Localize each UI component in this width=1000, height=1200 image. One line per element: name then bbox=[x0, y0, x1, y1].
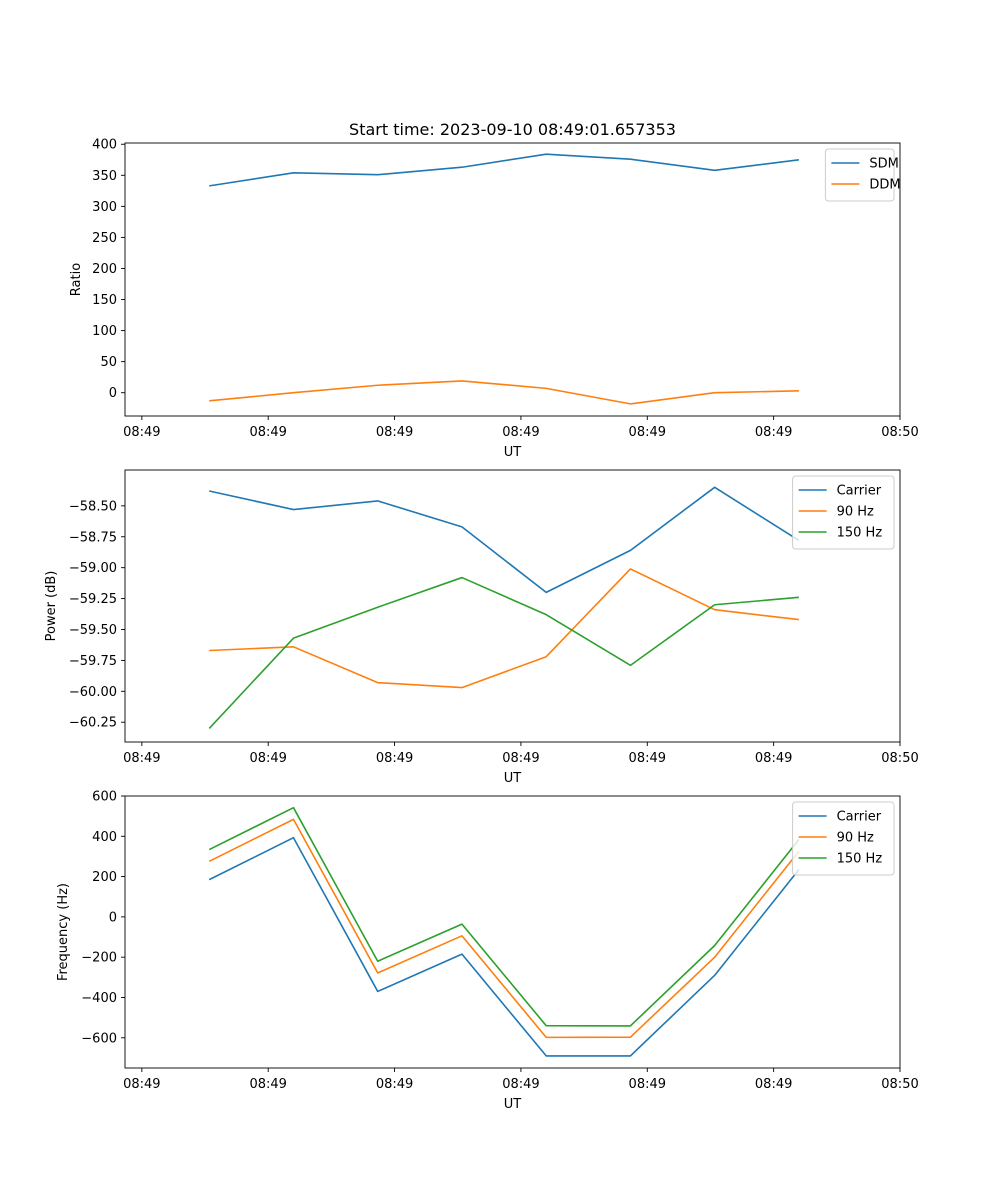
power-legend-label: Carrier bbox=[837, 484, 882, 499]
figure-title: Start time: 2023-09-10 08:49:01.657353 bbox=[349, 120, 676, 139]
power-x-tick-label: 08:49 bbox=[629, 751, 666, 766]
frequency-legend-label: 150 Hz bbox=[837, 852, 883, 867]
ratio-y-axis-label: Ratio bbox=[69, 263, 84, 296]
frequency-x-tick-label: 08:49 bbox=[376, 1077, 413, 1092]
power-y-tick-label: −59.75 bbox=[69, 654, 117, 669]
power-y-tick-label: −58.50 bbox=[69, 499, 117, 514]
ratio-series-line-sdm bbox=[209, 153, 800, 187]
frequency-y-tick-label: 600 bbox=[92, 790, 117, 805]
power-series-line-90-hz bbox=[209, 568, 800, 689]
frequency-y-tick-label: 200 bbox=[92, 870, 117, 885]
frequency-series-line-90-hz bbox=[208, 818, 800, 1039]
frequency-series-line-carrier bbox=[208, 836, 800, 1057]
power-y-tick-label: −59.50 bbox=[69, 623, 117, 638]
power-legend-label: 150 Hz bbox=[837, 526, 883, 541]
ratio-y-tick-label: 400 bbox=[92, 138, 117, 153]
power-y-tick-label: −60.25 bbox=[69, 716, 117, 731]
power-y-axis-label: Power (dB) bbox=[44, 571, 59, 642]
ratio-x-axis-label: UT bbox=[504, 445, 522, 460]
power-axes-frame bbox=[124, 469, 901, 743]
power-x-tick-label: 08:49 bbox=[249, 751, 286, 766]
power-y-tick-label: −59.25 bbox=[69, 592, 117, 607]
ratio-y-tick-label: 0 bbox=[109, 386, 117, 401]
ratio-y-tick-label: 300 bbox=[92, 200, 117, 215]
ratio-y-tick-label: 350 bbox=[92, 169, 117, 184]
ratio-x-tick-label: 08:49 bbox=[629, 425, 666, 440]
frequency-chart: 08:49 08:49 08:49 08:49 08:49 08:49 08:50 −600 −… bbox=[56, 790, 919, 1113]
power-y-tick-label: −58.75 bbox=[69, 530, 117, 545]
frequency-x-tick-label: 08:49 bbox=[629, 1077, 666, 1092]
frequency-y-tick-label: −200 bbox=[81, 951, 117, 966]
ratio-x-tick-label: 08:49 bbox=[123, 425, 160, 440]
ratio-series-line-ddm bbox=[209, 380, 799, 405]
power-series-line-150-hz bbox=[208, 576, 799, 729]
frequency-axes-frame bbox=[124, 795, 901, 1069]
power-legend-box bbox=[792, 475, 895, 550]
ratio-y-tick-label: 100 bbox=[92, 324, 117, 339]
frequency-y-tick-label: −400 bbox=[81, 991, 117, 1006]
power-x-tick-label: 08:49 bbox=[376, 751, 413, 766]
ratio-y-tick-label: 150 bbox=[92, 293, 117, 308]
power-x-tick-label: 08:49 bbox=[755, 751, 792, 766]
frequency-legend-label: Carrier bbox=[837, 810, 882, 825]
ratio-x-tick-label: 08:49 bbox=[249, 425, 286, 440]
frequency-legend-label: 90 Hz bbox=[837, 831, 874, 846]
frequency-y-tick-label: 0 bbox=[109, 910, 117, 925]
power-x-axis-label: UT bbox=[504, 771, 522, 786]
power-x-tick-label: 08:50 bbox=[881, 751, 918, 766]
frequency-x-tick-label: 08:49 bbox=[755, 1077, 792, 1092]
frequency-x-axis-label: UT bbox=[504, 1097, 522, 1112]
ratio-y-tick-label: 200 bbox=[92, 262, 117, 277]
ratio-y-tick-label: 50 bbox=[100, 355, 117, 370]
ratio-x-tick-label: 08:49 bbox=[502, 425, 539, 440]
power-legend-label: 90 Hz bbox=[837, 505, 874, 520]
power-y-tick-label: −60.00 bbox=[69, 685, 117, 700]
power-chart: 08:49 08:49 08:49 08:49 08:49 08:49 08:50 −60.2… bbox=[44, 469, 919, 786]
ratio-chart: 08:49 08:49 08:49 08:49 08:49 08:49 08:50 0 50 10… bbox=[69, 138, 919, 460]
frequency-y-tick-label: −600 bbox=[81, 1031, 117, 1046]
frequency-y-tick-label: 400 bbox=[92, 830, 117, 845]
frequency-y-axis-label: Frequency (Hz) bbox=[56, 883, 71, 981]
power-x-tick-label: 08:49 bbox=[502, 751, 539, 766]
frequency-x-tick-label: 08:49 bbox=[249, 1077, 286, 1092]
frequency-x-tick-label: 08:49 bbox=[123, 1077, 160, 1092]
ratio-y-tick-label: 250 bbox=[92, 231, 117, 246]
ratio-x-tick-label: 08:50 bbox=[881, 425, 918, 440]
ratio-x-tick-label: 08:49 bbox=[755, 425, 792, 440]
frequency-x-tick-label: 08:50 bbox=[881, 1077, 918, 1092]
power-series-line-carrier bbox=[209, 486, 800, 594]
ratio-axes-frame bbox=[124, 142, 901, 417]
power-x-tick-label: 08:49 bbox=[123, 751, 160, 766]
ratio-x-tick-label: 08:49 bbox=[376, 425, 413, 440]
frequency-x-tick-label: 08:49 bbox=[502, 1077, 539, 1092]
frequency-series-line-150-hz bbox=[208, 806, 800, 1027]
ratio-legend-box bbox=[824, 148, 895, 202]
power-y-tick-label: −59.00 bbox=[69, 561, 117, 576]
ratio-legend-label: DDM bbox=[869, 178, 900, 193]
frequency-legend-box bbox=[792, 801, 895, 876]
ratio-legend-label: SDM bbox=[869, 157, 898, 172]
